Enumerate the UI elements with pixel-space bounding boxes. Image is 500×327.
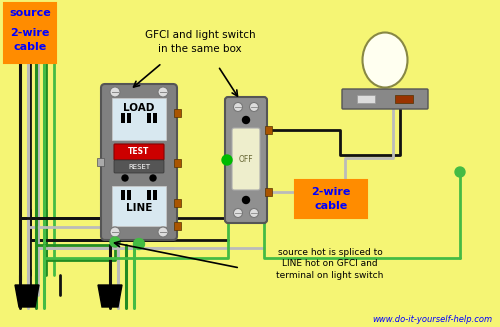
Text: LOAD: LOAD [124, 103, 154, 113]
Circle shape [158, 227, 168, 237]
Polygon shape [98, 285, 122, 307]
Text: TEST: TEST [128, 147, 150, 157]
FancyBboxPatch shape [265, 126, 272, 134]
FancyBboxPatch shape [121, 190, 125, 200]
Circle shape [234, 209, 242, 217]
Polygon shape [15, 285, 39, 307]
FancyBboxPatch shape [153, 190, 157, 200]
FancyBboxPatch shape [295, 180, 367, 218]
FancyBboxPatch shape [101, 84, 177, 240]
FancyBboxPatch shape [174, 109, 181, 117]
FancyBboxPatch shape [97, 158, 104, 166]
Text: 2-wire
cable: 2-wire cable [10, 28, 50, 52]
FancyBboxPatch shape [357, 95, 375, 103]
Circle shape [150, 175, 156, 181]
Text: source hot is spliced to
LINE hot on GFCI and
terminal on light switch: source hot is spliced to LINE hot on GFC… [276, 248, 384, 280]
Circle shape [110, 87, 120, 97]
FancyBboxPatch shape [147, 190, 151, 200]
FancyBboxPatch shape [127, 190, 131, 200]
FancyBboxPatch shape [232, 128, 260, 190]
FancyBboxPatch shape [121, 113, 125, 123]
Text: RESET: RESET [128, 164, 150, 170]
Circle shape [242, 197, 250, 203]
Circle shape [455, 167, 465, 177]
FancyBboxPatch shape [153, 113, 157, 123]
Circle shape [122, 175, 128, 181]
Circle shape [222, 155, 232, 165]
FancyBboxPatch shape [225, 97, 267, 223]
Text: OFF: OFF [238, 154, 254, 164]
FancyBboxPatch shape [265, 188, 272, 196]
FancyBboxPatch shape [342, 89, 428, 109]
Text: www.do-it-yourself-help.com: www.do-it-yourself-help.com [372, 316, 492, 324]
Text: source: source [9, 8, 51, 18]
FancyBboxPatch shape [395, 95, 413, 103]
FancyBboxPatch shape [112, 98, 166, 140]
FancyBboxPatch shape [174, 199, 181, 207]
Text: GFCI and light switch
in the same box: GFCI and light switch in the same box [144, 30, 256, 54]
FancyBboxPatch shape [174, 159, 181, 167]
FancyBboxPatch shape [4, 3, 56, 63]
Text: 2-wire
cable: 2-wire cable [312, 187, 350, 211]
FancyBboxPatch shape [114, 160, 164, 173]
Circle shape [242, 116, 250, 124]
Circle shape [250, 209, 258, 217]
FancyBboxPatch shape [114, 144, 164, 160]
Circle shape [158, 87, 168, 97]
Circle shape [110, 237, 120, 247]
Circle shape [250, 102, 258, 112]
FancyBboxPatch shape [112, 186, 166, 226]
Circle shape [110, 227, 120, 237]
FancyBboxPatch shape [127, 113, 131, 123]
Circle shape [234, 102, 242, 112]
FancyBboxPatch shape [147, 113, 151, 123]
Circle shape [134, 238, 144, 250]
Text: LINE: LINE [126, 203, 152, 213]
FancyBboxPatch shape [174, 222, 181, 230]
Ellipse shape [362, 32, 408, 88]
